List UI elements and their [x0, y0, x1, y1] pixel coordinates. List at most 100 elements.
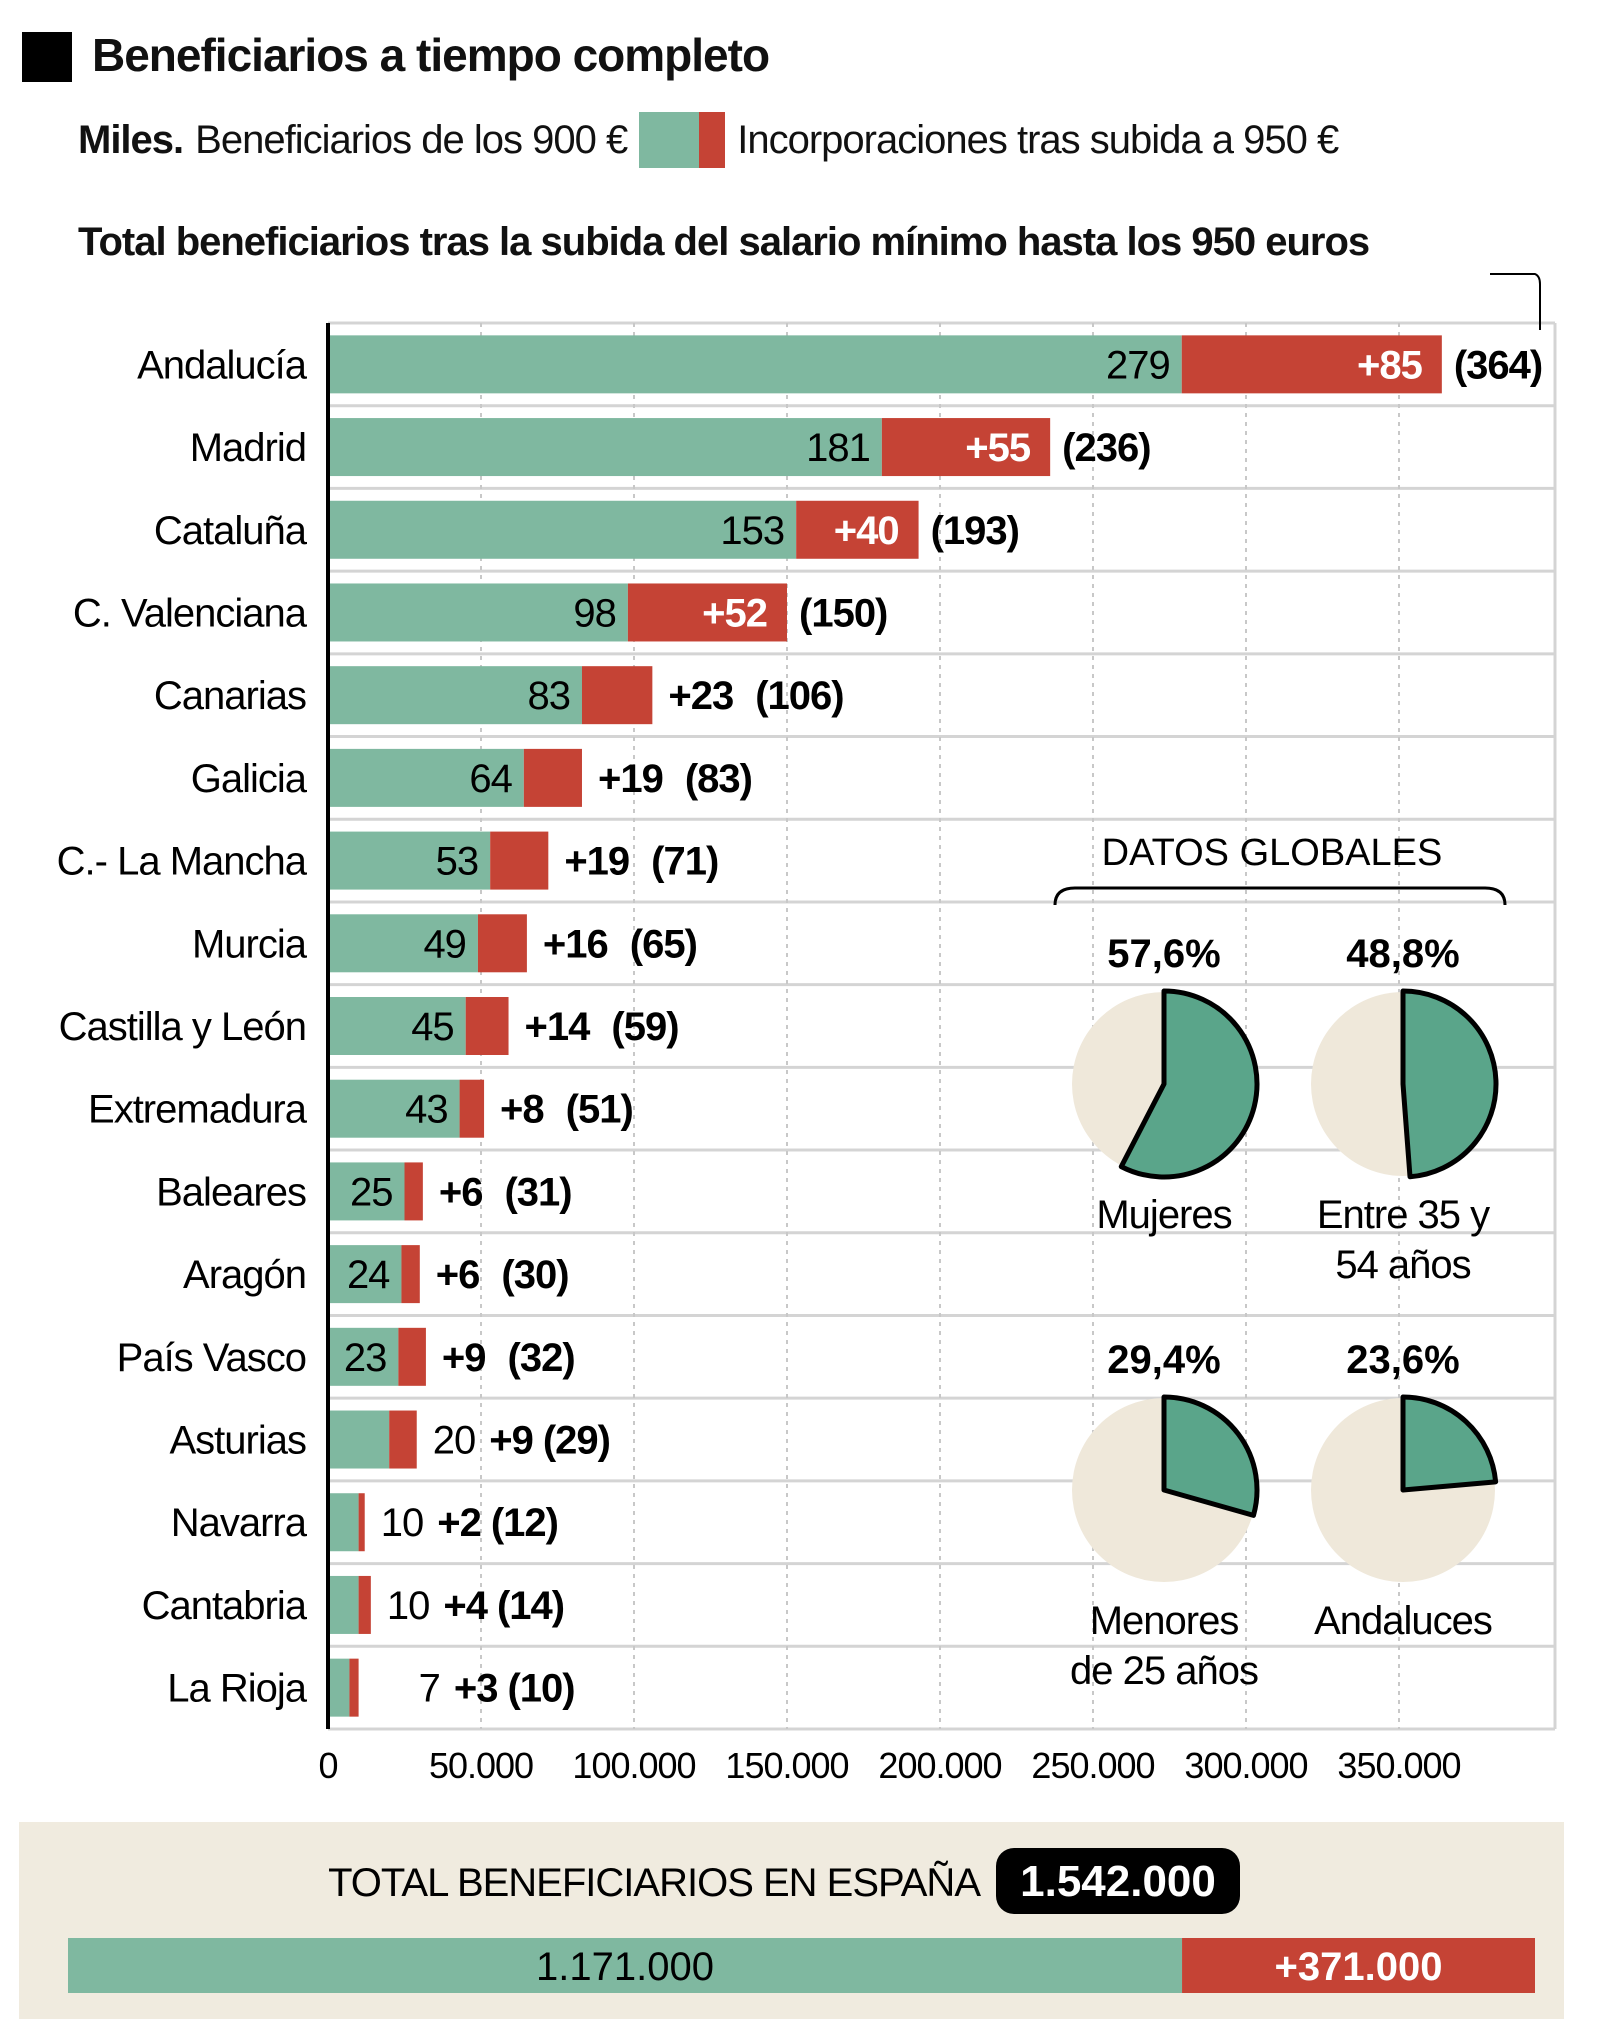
- pies-bracket: [1053, 886, 1507, 906]
- x-tick-label: 350.000: [1337, 1745, 1460, 1786]
- pie-slice: [1400, 988, 1499, 1180]
- category-label: Madrid: [190, 426, 306, 470]
- category-label: País Vasco: [117, 1336, 306, 1380]
- increase-value-label: +9: [442, 1336, 486, 1380]
- base-value-label: 23: [344, 1336, 387, 1380]
- bar-increase: [796, 500, 919, 559]
- pie-slice: [1118, 988, 1260, 1180]
- bar-base: [330, 1410, 390, 1469]
- legend-series-a: Beneficiarios de los 900 €: [195, 117, 628, 162]
- title-marker: [22, 32, 72, 82]
- pie-slice: [1161, 1394, 1260, 1518]
- bar-base: [330, 1162, 405, 1221]
- category-label: La Rioja: [167, 1667, 308, 1711]
- bar-base: [330, 500, 797, 559]
- increase-value-label: +4: [443, 1584, 488, 1628]
- base-value-label: 43: [405, 1088, 448, 1132]
- bar-increase: [404, 1162, 423, 1221]
- category-label: Cataluña: [154, 509, 308, 553]
- base-value-label: 64: [469, 757, 512, 801]
- total-value-label: (32): [508, 1336, 575, 1380]
- bar-increase: [523, 748, 582, 807]
- bar-increase: [401, 1245, 420, 1304]
- base-value-label: 20: [433, 1419, 476, 1463]
- category-label: Navarra: [171, 1501, 308, 1545]
- total-title: TOTAL BENEFICIARIOS EN ESPAÑA: [328, 1860, 981, 1905]
- category-label: Asturias: [170, 1419, 307, 1463]
- x-tick-label: 150.000: [725, 1745, 848, 1786]
- total-bar-increase: [1182, 1938, 1535, 1993]
- category-label: Murcia: [192, 922, 308, 966]
- category-label: Cantabria: [142, 1584, 308, 1628]
- category-label: C.- La Mancha: [57, 840, 308, 884]
- category-label: Andalucía: [137, 343, 308, 387]
- bar-increase: [881, 418, 1051, 477]
- bar-base: [330, 1245, 402, 1304]
- category-label: Canarias: [154, 674, 306, 718]
- total-badge-value: 1.542.000: [1020, 1857, 1216, 1906]
- total-value-label: (31): [504, 1170, 571, 1214]
- x-tick-label: 50.000: [429, 1745, 533, 1786]
- bar-chart: 0 50.000 100.000 150.000 200.000 250.000 300.0…: [57, 273, 1557, 1786]
- total-value-label: (51): [566, 1088, 633, 1132]
- bar-base: [330, 335, 1182, 394]
- total-value-label: (12): [491, 1501, 558, 1545]
- bar-base: [330, 831, 491, 890]
- pie-value-label: 48,8%: [1346, 932, 1459, 976]
- increase-value-label: +16: [543, 922, 608, 966]
- bar-increase: [358, 1493, 365, 1552]
- increase-value-label: +23: [668, 674, 733, 718]
- total-value-label: (59): [611, 1005, 678, 1049]
- base-value-label: 49: [423, 922, 466, 966]
- bar-base: [330, 418, 882, 477]
- increase-value-label: +19: [598, 757, 663, 801]
- category-label: Baleares: [156, 1170, 306, 1214]
- increase-value-label: +19: [564, 840, 629, 884]
- pie-category-label: Andaluces: [1314, 1599, 1492, 1643]
- page-title: Beneficiarios a tiempo completo: [92, 29, 770, 81]
- total-badge: [996, 1848, 1240, 1914]
- pie-slice: [1400, 1394, 1499, 1493]
- chart-title: Total beneficiarios tras la subida del s…: [78, 220, 1370, 264]
- total-value-label: (150): [799, 591, 887, 635]
- category-label: Galicia: [191, 757, 308, 801]
- base-value-label: 10: [381, 1501, 424, 1545]
- increase-value-label: +14: [525, 1005, 592, 1049]
- total-value-label: (10): [507, 1667, 574, 1711]
- increase-value-label: +40: [834, 509, 899, 553]
- bar-increase: [459, 1079, 485, 1138]
- bar-base: [330, 748, 524, 807]
- base-value-label: 98: [573, 591, 616, 635]
- pie-category-label: Mujeres: [1096, 1193, 1231, 1237]
- pie-category-label: Entre 35 y 54 años: [1317, 1193, 1490, 1287]
- legend-unit: Miles.: [78, 117, 184, 162]
- bar-base: [330, 1575, 359, 1634]
- legend-series-b: Incorporaciones tras subida a 950 €: [737, 117, 1339, 162]
- x-tick-label: 200.000: [878, 1745, 1001, 1786]
- bar-increase: [398, 1327, 426, 1386]
- x-tick-label: 250.000: [1031, 1745, 1154, 1786]
- pie-value-label: 57,6%: [1107, 932, 1220, 976]
- total-value-label: (30): [501, 1253, 568, 1297]
- base-value-label: 153: [720, 509, 784, 553]
- increase-value-label: +6: [436, 1253, 480, 1297]
- increase-value-label: +85: [1357, 343, 1423, 387]
- category-label: Aragón: [183, 1253, 306, 1297]
- legend-swatch: [639, 112, 726, 168]
- pie-value-label: 29,4%: [1107, 1338, 1220, 1382]
- bar-increase: [1181, 335, 1442, 394]
- bar-increase: [627, 583, 787, 642]
- increase-value-label: +3: [454, 1667, 498, 1711]
- total-value-label: (65): [630, 922, 697, 966]
- bar-base: [330, 1493, 359, 1552]
- base-value-label: 53: [436, 840, 479, 884]
- base-value-label: 279: [1106, 343, 1170, 387]
- bar-increase: [465, 997, 509, 1055]
- x-tick-label: 0: [318, 1745, 337, 1786]
- total-value-label: (193): [931, 509, 1019, 553]
- category-label: Castilla y León: [59, 1005, 306, 1049]
- base-value-label: 181: [806, 426, 870, 470]
- pie-category-label: Menores de 25 años: [1070, 1599, 1258, 1693]
